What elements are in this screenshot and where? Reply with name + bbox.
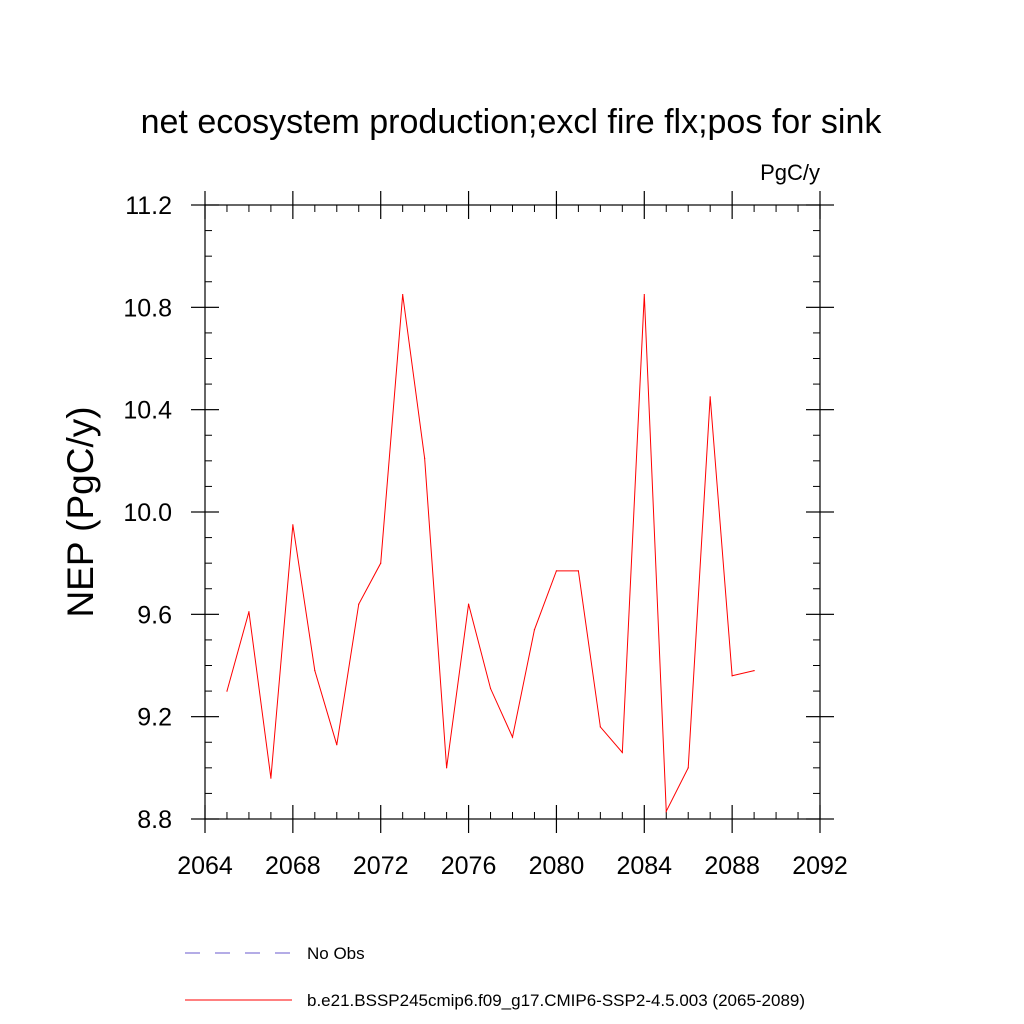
data-point (314, 670, 316, 672)
data-point (270, 777, 272, 779)
x-tick-label: 2076 (441, 852, 497, 880)
data-point (577, 570, 579, 572)
y-tick-label: 9.6 (137, 601, 172, 629)
x-tick-label: 2084 (616, 852, 672, 880)
x-tick-label: 2080 (529, 852, 585, 880)
plot-frame (204, 204, 821, 820)
data-point (621, 751, 623, 754)
data-point (709, 396, 711, 398)
legend: No Obs b.e21.BSSP245cmip6.f09_g17.CMIP6-… (185, 944, 805, 1010)
data-point (358, 603, 360, 605)
data-point (336, 744, 338, 746)
y-axis-label: NEP (PgC/y) (60, 406, 101, 617)
data-point (599, 726, 601, 728)
data-point (446, 767, 448, 769)
data-point (533, 629, 536, 631)
y-tick-label: 8.8 (137, 806, 172, 834)
x-tick-label: 2092 (792, 852, 848, 880)
data-point (402, 293, 404, 296)
y-tick-label: 10.4 (123, 397, 172, 425)
data-point (380, 562, 382, 564)
x-tick-label: 2072 (353, 852, 409, 880)
y-tick-label: 11.2 (125, 192, 172, 220)
data-point (665, 810, 667, 812)
units-label: PgC/y (760, 160, 820, 185)
data-point (248, 611, 250, 613)
series-line (226, 294, 755, 814)
data-point (424, 457, 426, 459)
y-tick-label: 9.2 (137, 704, 172, 732)
data-point (687, 767, 689, 769)
data-point (731, 675, 733, 677)
legend-label-model: b.e21.BSSP245cmip6.f09_g17.CMIP6-SSP2-4.… (307, 991, 805, 1010)
axis-tick-labels: 2064 2068 2072 2076 2080 2084 2088 2092 8.8 9.2 9.… (123, 192, 847, 880)
x-tick-label: 2068 (265, 852, 321, 880)
data-point (643, 293, 645, 296)
data-point (555, 570, 558, 572)
chart-title: net ecosystem production;excl fire flx;p… (141, 103, 883, 141)
x-tick-label: 2064 (177, 852, 233, 880)
data-point (511, 736, 514, 738)
series-group (226, 293, 755, 814)
data-point (292, 524, 294, 526)
y-tick-label: 10.8 (123, 294, 172, 322)
x-tick-label: 2088 (704, 852, 760, 880)
data-point (467, 603, 470, 605)
data-point (753, 670, 755, 672)
data-point (489, 687, 492, 690)
legend-label-no-obs: No Obs (307, 944, 365, 963)
data-point (226, 690, 228, 692)
y-tick-label: 10.0 (123, 499, 172, 527)
axis-ticks (191, 191, 834, 833)
